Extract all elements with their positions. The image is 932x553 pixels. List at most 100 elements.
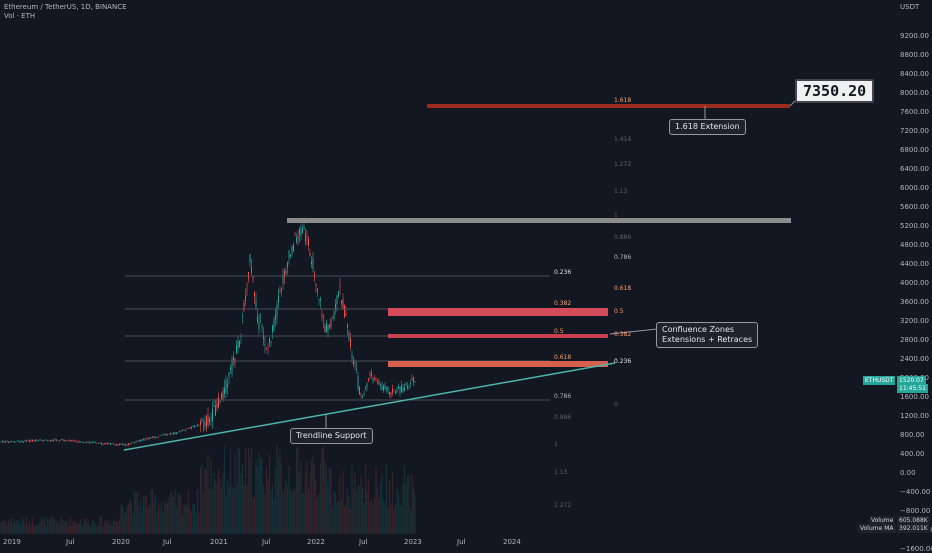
ath-zone[interactable] <box>287 218 791 223</box>
candle-body <box>84 442 86 443</box>
volume-bar <box>180 495 182 534</box>
volume-bar <box>165 503 167 534</box>
candle-body <box>239 340 240 347</box>
candle-body <box>8 441 9 443</box>
volume-bar <box>372 503 374 534</box>
volume-bar <box>55 521 58 534</box>
volume-bar <box>61 519 64 534</box>
candle-body <box>39 439 41 441</box>
candle-body <box>273 319 275 331</box>
volume-bar <box>318 492 320 534</box>
candle-body <box>389 391 390 395</box>
candle-body <box>108 443 110 444</box>
volume-bar <box>33 525 35 534</box>
volume-bar <box>145 495 148 534</box>
candle-body <box>297 236 299 239</box>
candle-body <box>147 438 149 440</box>
volume-bar <box>103 522 106 534</box>
candle-body <box>359 386 360 395</box>
volume-bar <box>135 492 137 534</box>
price-tick: 9200.00 <box>900 32 929 40</box>
candle-body <box>209 419 210 422</box>
candle-body <box>155 437 156 438</box>
trendline-callout[interactable]: Trendline Support <box>290 428 373 444</box>
price-tick: 8400.00 <box>900 70 929 78</box>
confluence-zone-0382[interactable] <box>388 334 608 338</box>
candle-body <box>372 379 374 382</box>
volume-bar <box>336 501 338 534</box>
candle-body <box>87 441 89 443</box>
candle-body <box>281 289 282 291</box>
volume-bar <box>393 507 395 534</box>
fib-level-label: 0.786 <box>554 393 572 400</box>
confluence-zone-05[interactable] <box>388 308 608 316</box>
zone-label-05: 0.5 <box>614 308 624 315</box>
volume-bar <box>237 446 239 534</box>
confluence-zone-0236[interactable] <box>388 361 608 367</box>
candle-body <box>188 428 189 429</box>
trendline-support[interactable] <box>123 362 616 451</box>
volume-bar <box>168 498 170 534</box>
candle-body <box>75 440 77 442</box>
volume-bar <box>87 518 89 534</box>
candle-body <box>95 442 96 443</box>
volume-bar <box>394 502 397 534</box>
candle-body <box>201 418 203 421</box>
volume-bar <box>225 495 227 534</box>
volume-bar <box>388 480 391 534</box>
candle-body <box>323 322 324 323</box>
volume-bar <box>57 521 59 534</box>
price-tick: 3600.00 <box>900 298 929 306</box>
volume-bar <box>414 493 416 534</box>
candle-body <box>327 324 329 331</box>
volume-bar <box>79 519 82 534</box>
candle-body <box>249 254 251 263</box>
fib-level-label: 1.272 <box>554 502 572 509</box>
volume-bar <box>91 519 94 534</box>
volume-bar <box>27 525 29 534</box>
candle-body <box>260 320 261 322</box>
candle-body <box>60 439 62 441</box>
extension-zone[interactable] <box>427 104 790 108</box>
candle-body <box>212 408 213 422</box>
candle-body <box>11 441 12 442</box>
candle-body <box>33 440 35 442</box>
volume-bar <box>355 491 358 534</box>
volume-bar <box>276 445 278 534</box>
volume-bar <box>114 521 116 534</box>
confluence-callout[interactable]: Confluence Zones Extensions + Retraces <box>656 322 759 348</box>
candle-body <box>102 443 104 445</box>
volume-bar <box>279 450 281 534</box>
price-axis[interactable]: USDT 9200.00 8800.00 8400.00 8000.00 7600.00… <box>895 0 932 553</box>
volume-bar <box>184 505 187 534</box>
time-axis[interactable]: 2019 Jul 2020 Jul 2021 Jul 2022 Jul 2023 Jul 2024 <box>0 536 895 550</box>
volume-bar <box>352 489 355 534</box>
volume-bar <box>384 502 386 534</box>
candle-body <box>278 295 279 302</box>
candle-body <box>335 304 336 309</box>
extension-callout[interactable]: 1.618 Extension <box>669 119 746 135</box>
candle-body <box>152 436 153 438</box>
volume-bar <box>127 503 130 534</box>
price-tick: −800.00 <box>900 507 931 515</box>
volume-bar <box>342 470 344 534</box>
candle-body <box>407 386 408 389</box>
candle-body <box>138 440 140 442</box>
candle-body <box>191 426 192 429</box>
volume-bar <box>84 517 86 534</box>
candle-body <box>165 433 167 436</box>
price-tick: 2400.00 <box>900 355 929 363</box>
volume-bar <box>240 473 242 534</box>
volume-bar <box>99 516 101 534</box>
candle-body <box>77 442 78 443</box>
price-tick: 6400.00 <box>900 165 929 173</box>
target-price-box[interactable]: 7350.20 <box>795 79 875 103</box>
volume-bar <box>43 517 46 534</box>
volume-bar <box>328 467 331 534</box>
volume-bar <box>96 525 98 534</box>
volume-bar <box>22 519 25 534</box>
candle-body <box>116 443 117 445</box>
fib-level-label: 1 <box>554 441 558 448</box>
volume-bar <box>402 482 404 534</box>
